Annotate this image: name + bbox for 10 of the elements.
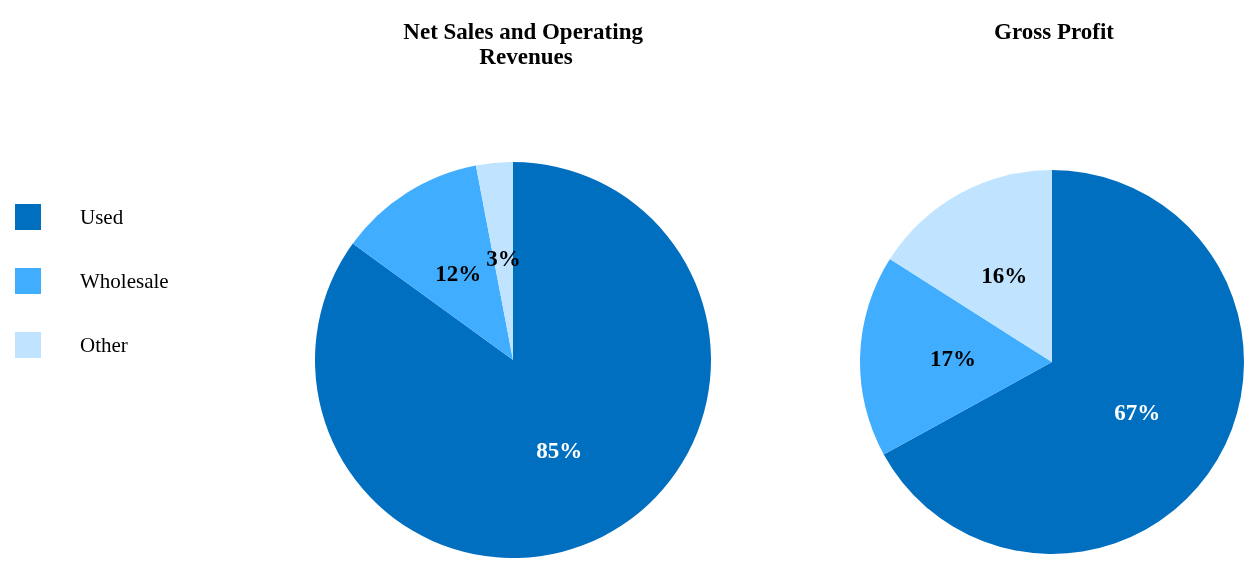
data-label: 12%	[435, 261, 482, 287]
data-label: 67%	[1114, 399, 1161, 425]
legend-label: Wholesale	[80, 269, 169, 293]
legend-label: Used	[80, 205, 124, 229]
data-label: 16%	[981, 262, 1028, 288]
chart-title: Gross Profit	[994, 19, 1115, 44]
data-label: 85%	[536, 438, 583, 464]
chart-title: Net Sales and Operating Revenues	[403, 19, 649, 69]
legend-label: Other	[80, 333, 128, 357]
data-label: 17%	[930, 346, 977, 372]
